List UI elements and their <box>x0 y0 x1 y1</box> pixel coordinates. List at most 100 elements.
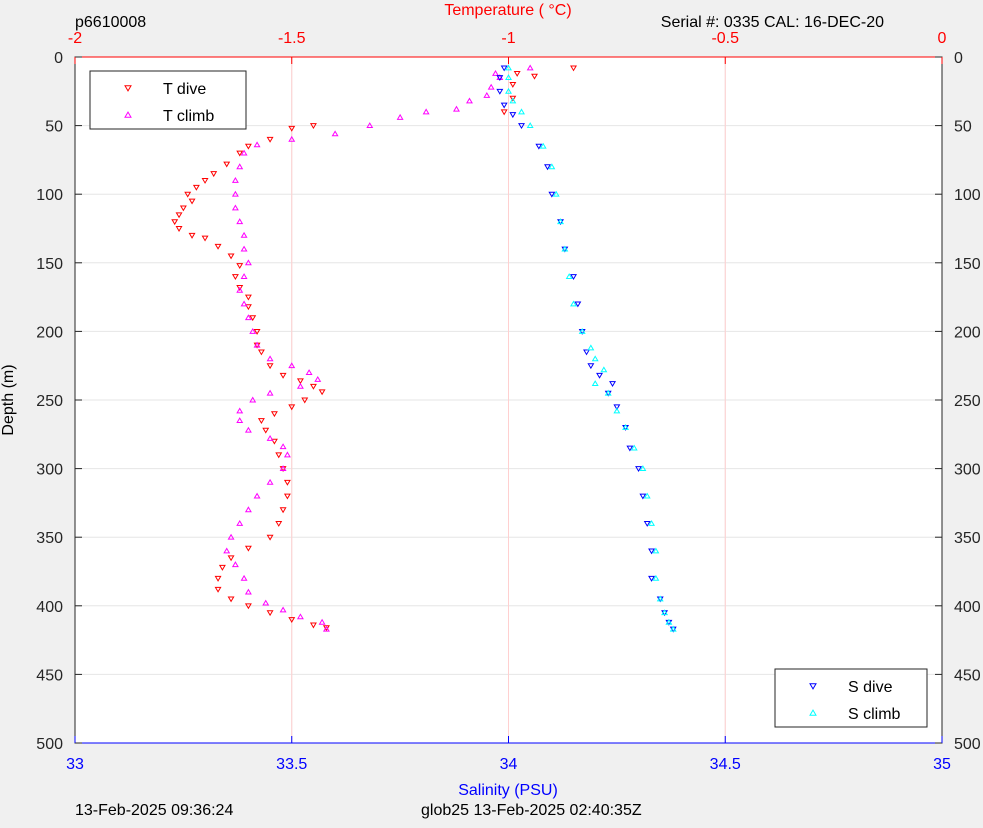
data-point <box>266 534 274 541</box>
data-point <box>509 97 517 104</box>
legend-frame <box>89 70 247 130</box>
data-point <box>266 610 274 617</box>
mission-id: p6610008 <box>75 14 146 31</box>
data-point <box>270 411 278 418</box>
top-axis-title: Temperature ( °C) <box>444 2 571 19</box>
data-point <box>509 81 517 88</box>
data-point <box>283 479 291 486</box>
legend-marker <box>809 683 817 690</box>
data-point <box>188 198 196 205</box>
data-point <box>236 163 244 170</box>
data-point <box>509 112 517 119</box>
data-point <box>253 492 261 499</box>
data-point <box>227 555 235 562</box>
y-tick-label-right: 450 <box>954 667 981 684</box>
x-tick-label: 34 <box>500 756 518 773</box>
data-point <box>648 575 656 582</box>
data-point <box>288 404 296 411</box>
data-point <box>604 389 612 396</box>
data-point <box>262 599 270 606</box>
data-point <box>626 445 634 452</box>
data-point <box>661 609 669 616</box>
data-point <box>318 618 326 625</box>
data-point <box>570 274 577 280</box>
data-point <box>548 191 556 198</box>
data-point <box>544 164 551 171</box>
data-point <box>244 506 252 513</box>
data-point <box>266 136 274 143</box>
data-point <box>244 259 252 266</box>
data-point <box>652 574 660 581</box>
grid-lines <box>75 57 942 743</box>
data-point <box>240 574 248 581</box>
data-point <box>643 492 651 499</box>
legends: T dive T climb S dive S climb <box>89 70 928 728</box>
timestamp-right: glob25 13-Feb-2025 02:40:35Z <box>421 802 642 819</box>
y-axis-title: Depth (m) <box>0 364 17 435</box>
y-tick-label-left: 500 <box>36 736 63 753</box>
data-point <box>483 91 491 98</box>
data-point <box>171 219 179 226</box>
data-point <box>240 273 248 279</box>
x2-tick-label: -2 <box>68 30 82 47</box>
data-point <box>279 465 287 472</box>
data-point <box>309 383 317 390</box>
legend-marker <box>809 709 817 716</box>
data-point <box>257 349 265 356</box>
data-point <box>453 105 460 112</box>
y-tick-label-left: 50 <box>45 119 63 136</box>
data-point <box>587 344 595 351</box>
data-point <box>466 97 473 104</box>
data-point <box>236 407 244 414</box>
data-point <box>518 123 525 130</box>
data-point <box>201 235 209 242</box>
data-point <box>591 355 599 362</box>
data-point <box>266 434 274 441</box>
data-point <box>188 232 196 239</box>
y-tick-label-right: 250 <box>954 393 981 410</box>
data-point <box>244 426 252 433</box>
data-point <box>587 363 595 370</box>
data-point <box>275 452 283 459</box>
data-point <box>583 349 591 356</box>
data-point <box>552 190 560 197</box>
y-tick-label-right: 100 <box>954 187 981 204</box>
data-point <box>236 218 244 225</box>
data-point <box>309 123 317 130</box>
data-point <box>266 389 274 396</box>
y-tick-label-right: 500 <box>954 736 981 753</box>
data-point <box>249 327 257 334</box>
data-point <box>270 438 278 445</box>
data-point <box>652 547 660 554</box>
data-point <box>227 253 235 260</box>
data-point <box>253 141 261 148</box>
data-point <box>366 122 374 129</box>
data-point <box>505 87 512 94</box>
data-point <box>574 301 582 308</box>
data-point <box>231 561 239 568</box>
data-point <box>279 507 287 514</box>
data-point <box>500 109 508 116</box>
data-point <box>214 586 222 593</box>
data-point <box>500 65 508 72</box>
data-point <box>249 315 257 322</box>
data-point <box>565 273 573 279</box>
data-point <box>279 372 287 379</box>
data-point <box>210 171 218 178</box>
data-point <box>609 381 617 387</box>
data-point <box>669 625 677 632</box>
y-tick-label-right: 50 <box>954 119 972 136</box>
y-tick-label-left: 0 <box>54 50 63 67</box>
data-point <box>288 617 296 623</box>
data-point <box>249 396 257 403</box>
data-point <box>518 108 525 115</box>
data-point <box>322 625 330 632</box>
legend-marker <box>124 111 132 118</box>
data-point <box>296 613 304 620</box>
data-point <box>548 163 556 170</box>
data-point <box>505 74 512 81</box>
data-point <box>492 70 499 76</box>
y-tick-label-left: 250 <box>36 393 63 410</box>
legend-temperature: T dive T climb <box>89 70 247 130</box>
